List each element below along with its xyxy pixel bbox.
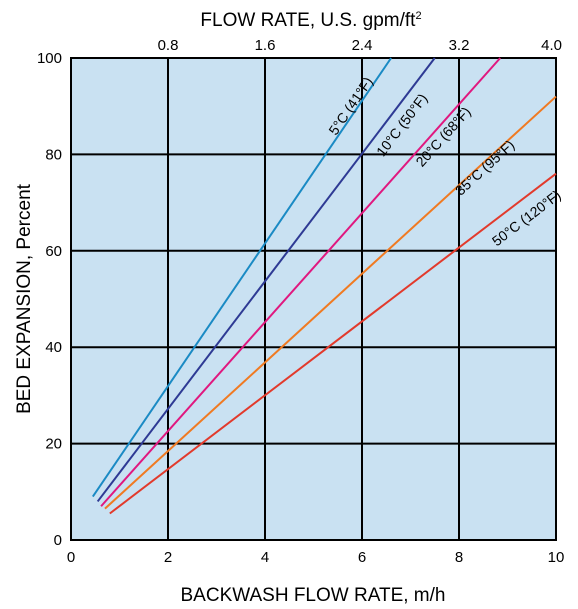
y-tick-label: 40: [45, 339, 62, 356]
data-series: [91, 57, 557, 515]
grid-lines: [71, 58, 556, 540]
series-line: [100, 57, 501, 507]
top-tick-label: 4.0: [541, 37, 562, 54]
x-tick-label: 0: [67, 549, 75, 566]
series-line: [91, 57, 392, 498]
x-tick-label: 8: [455, 549, 463, 566]
top-axis-title-main: FLOW RATE, U.S. gpm/ft: [200, 10, 416, 31]
x-tick-label: 4: [261, 549, 269, 566]
top-axis-title-superscript: 2: [415, 10, 421, 22]
y-tick-label: 0: [54, 532, 62, 549]
top-tick-label: 3.2: [449, 37, 470, 54]
y-tick-label: 60: [45, 243, 62, 260]
series-line: [96, 57, 436, 503]
y-axis-title: BED EXPANSION, Percent: [14, 183, 35, 414]
top-tick-labels: 0.8 1.6 2.4 3.2 4.0: [158, 37, 562, 54]
series-line: [104, 95, 557, 510]
plot-area: [70, 57, 557, 541]
y-tick-label: 80: [45, 146, 62, 163]
y-tick-label: 100: [37, 50, 62, 67]
x-tick-label: 2: [164, 549, 172, 566]
x-axis-title: BACKWASH FLOW RATE, m/h: [181, 585, 446, 606]
y-tick-labels: 0 20 40 60 80 100: [37, 50, 62, 549]
top-tick-label: 1.6: [255, 37, 276, 54]
x-tick-label: 6: [358, 549, 366, 566]
top-tick-label: 2.4: [352, 37, 373, 54]
top-axis-title: FLOW RATE, U.S. gpm/ft2: [200, 10, 421, 31]
x-tick-labels: 0 2 4 6 8 10: [67, 549, 565, 566]
top-tick-label: 0.8: [158, 37, 179, 54]
x-tick-label: 10: [548, 549, 565, 566]
y-tick-label: 20: [45, 436, 62, 453]
series-line: [109, 172, 557, 515]
